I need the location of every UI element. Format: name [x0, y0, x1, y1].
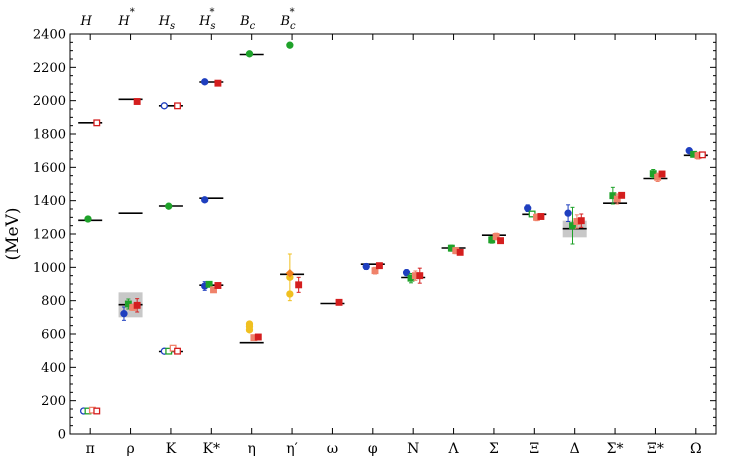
data-point: [205, 280, 213, 288]
y-tick-label: 1800: [33, 128, 66, 143]
data-point: [402, 269, 411, 277]
data-point: [214, 79, 222, 87]
data-point: [375, 262, 383, 270]
data-point: [613, 195, 621, 203]
y-tick-label: 200: [41, 394, 66, 409]
x-category-label: Λ: [448, 441, 460, 457]
data-points-layer: [79, 41, 706, 415]
data-point: [569, 222, 576, 230]
data-point: [335, 298, 343, 306]
data-point: [165, 202, 173, 210]
y-axis-label: (MeV): [3, 207, 23, 260]
x-axis: π ρ K K* η η′ ω φ N Λ Σ Ξ Δ Σ* Ξ* Ω: [86, 34, 702, 457]
data-point: [456, 248, 464, 256]
data-point: [564, 209, 572, 217]
top-label: Hs*: [198, 7, 215, 32]
x-category-label: N: [407, 441, 419, 457]
experiment-lines-layer: [78, 53, 708, 353]
top-labels: H H* Hs Hs* Bc Bc*: [80, 7, 297, 32]
x-category-label: Σ: [489, 441, 499, 457]
x-category-label: Σ*: [607, 441, 624, 457]
data-point: [658, 170, 666, 178]
data-point: [214, 282, 222, 289]
data-point: [210, 286, 217, 294]
data-point: [618, 191, 626, 199]
data-point: [133, 301, 141, 309]
x-category-label: K*: [203, 441, 220, 457]
top-label: H*: [117, 7, 134, 29]
data-point: [362, 262, 370, 271]
data-point: [577, 217, 585, 225]
data-point: [492, 233, 500, 240]
data-point: [201, 196, 209, 204]
x-category-label: Δ: [570, 441, 580, 457]
x-category-label: π: [86, 441, 95, 457]
x-category-label: ρ: [126, 441, 134, 457]
bands-layer: [118, 220, 587, 318]
x-category-label: Ξ*: [647, 441, 664, 457]
data-point: [286, 290, 294, 298]
y-tick-label: 1000: [33, 261, 66, 276]
data-point: [84, 215, 92, 223]
y-tick-label: 1200: [33, 228, 66, 243]
top-label: H: [80, 14, 93, 29]
data-point: [133, 98, 141, 105]
data-point: [698, 151, 706, 159]
y-tick-label: 1400: [33, 194, 66, 209]
y-tick-label: 400: [41, 361, 66, 376]
data-point: [245, 50, 254, 58]
x-category-label: η′: [286, 441, 298, 457]
data-point: [254, 333, 262, 341]
y-tick-label: 2400: [33, 28, 66, 43]
data-point: [497, 237, 504, 245]
data-point: [416, 272, 424, 280]
x-category-label: φ: [368, 441, 378, 457]
data-point: [174, 102, 181, 110]
data-point: [93, 119, 101, 127]
data-point: [286, 41, 294, 49]
y-tick-label: 800: [41, 294, 66, 309]
top-label: Bc*: [279, 7, 296, 32]
y-tick-label: 2000: [33, 94, 66, 109]
data-point: [295, 281, 303, 289]
y-tick-label: 2200: [33, 61, 66, 76]
data-point: [245, 326, 254, 334]
data-point: [537, 213, 545, 220]
x-category-label: ω: [327, 441, 338, 457]
data-point: [160, 102, 168, 110]
x-category-label: Ξ: [529, 441, 539, 457]
x-category-label: η: [247, 441, 255, 457]
x-category-label: Ω: [690, 441, 702, 457]
data-point: [371, 267, 379, 275]
data-point: [174, 347, 181, 355]
top-label: Bc: [239, 14, 256, 32]
top-label: Hs: [158, 14, 175, 32]
y-tick-label: 1600: [33, 161, 66, 176]
y-tick-label: 600: [41, 328, 66, 343]
data-point: [245, 320, 254, 328]
data-point: [120, 310, 128, 318]
data-point: [285, 268, 295, 278]
y-tick-label: 0: [58, 428, 66, 443]
data-point: [93, 407, 101, 415]
data-point: [524, 204, 532, 212]
y-axis: 0 200 400 600 800 1000 1200 1400 1600 1800 2000 220…: [33, 28, 716, 443]
plot-frame: [69, 33, 717, 435]
data-point: [201, 78, 209, 86]
x-category-label: K: [166, 441, 177, 457]
